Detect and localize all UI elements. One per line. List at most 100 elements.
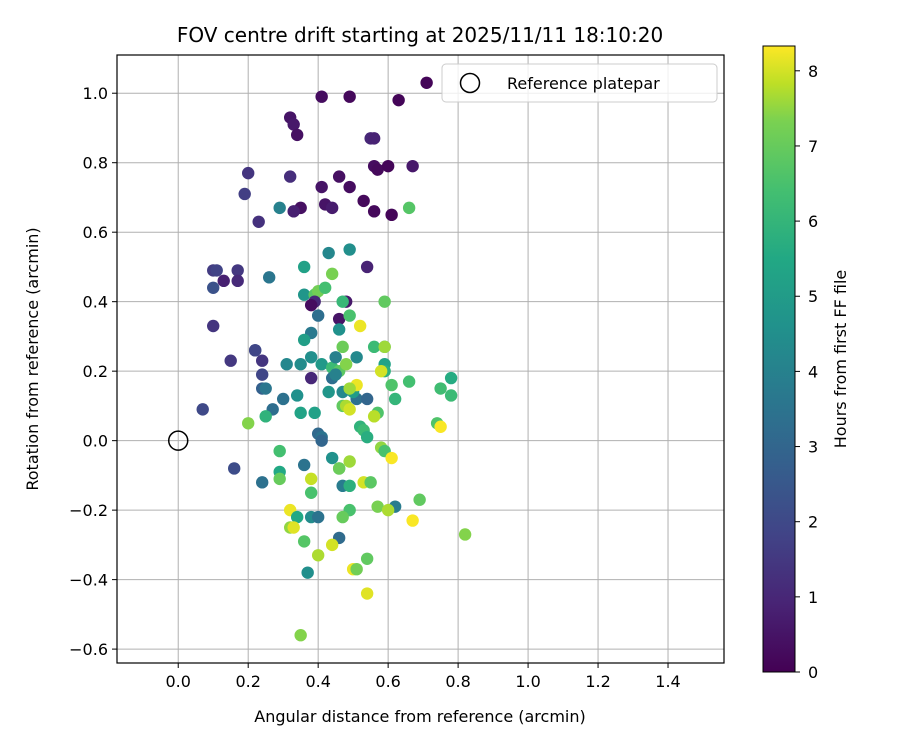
data-point [241, 417, 255, 430]
colorbar-gradient [762, 45, 796, 673]
data-point [385, 378, 398, 392]
data-point [255, 354, 269, 367]
x-axis-ticks: 0.0 0.2 0.4 0.6 0.8 1.0 1.2 1.4 [165, 663, 681, 691]
data-point [350, 562, 363, 576]
legend-marker-icon [459, 72, 481, 94]
data-point [297, 458, 311, 472]
data-point [304, 351, 318, 364]
data-point [381, 159, 395, 173]
legend-label: Reference platepar [507, 74, 660, 93]
data-point [290, 128, 304, 142]
grid-lines [117, 55, 724, 663]
y-tick-label: 0.4 [83, 293, 108, 312]
data-point [311, 309, 325, 322]
data-point [325, 538, 339, 552]
data-point [329, 351, 342, 364]
data-point [315, 358, 328, 371]
data-point [343, 479, 356, 493]
data-point [297, 535, 311, 548]
data-point [420, 76, 433, 89]
y-tick-label: 1.0 [83, 84, 108, 103]
data-point [231, 274, 244, 288]
data-point [304, 486, 318, 499]
x-tick-label: 0.0 [165, 672, 190, 691]
x-tick-label: 0.8 [445, 672, 470, 691]
data-point [304, 371, 318, 385]
data-point [343, 455, 356, 468]
data-point [367, 340, 381, 354]
data-point [406, 514, 419, 527]
data-point [231, 264, 244, 277]
data-point [287, 521, 300, 534]
data-point [402, 375, 416, 388]
reference-platepar-marker [167, 430, 189, 451]
colorbar-label: Hours from first FF file [831, 270, 850, 449]
data-point [385, 451, 398, 465]
data-point [343, 243, 356, 256]
data-point [367, 132, 381, 145]
data-point [311, 549, 325, 562]
colorbar-tick-label: 8 [808, 62, 818, 81]
data-point [297, 333, 311, 347]
x-tick-label: 1.2 [585, 672, 610, 691]
data-point [364, 476, 377, 489]
data-point [329, 368, 342, 381]
data-point [332, 462, 346, 475]
data-point [280, 358, 293, 371]
data-point [413, 493, 426, 506]
y-tick-label: 0.0 [83, 432, 108, 451]
data-point [290, 389, 304, 402]
data-point [297, 260, 311, 274]
data-point [367, 205, 381, 218]
data-point [217, 274, 230, 288]
data-point [294, 629, 307, 642]
data-point [444, 389, 458, 402]
data-point [343, 403, 356, 416]
y-axis-label: Rotation from reference (arcmin) [23, 227, 42, 490]
data-point [336, 340, 349, 354]
data-point [360, 392, 374, 406]
x-tick-label: 0.4 [305, 672, 330, 691]
data-point [207, 281, 220, 294]
data-point [273, 201, 286, 215]
data-point [332, 312, 346, 326]
colorbar-tick-label: 2 [808, 513, 818, 532]
data-point [385, 208, 398, 222]
data-point [304, 472, 318, 486]
data-point [406, 159, 419, 173]
data-point [392, 93, 405, 107]
data-point [371, 500, 384, 513]
data-point [350, 351, 363, 364]
x-axis-label: Angular distance from reference (arcmin) [254, 707, 585, 726]
data-point [378, 340, 391, 354]
data-point [360, 430, 374, 444]
y-tick-label: −0.4 [69, 571, 108, 590]
data-point [371, 163, 384, 176]
data-point [343, 382, 356, 395]
data-point [259, 410, 272, 423]
data-point [343, 90, 356, 103]
colorbar-tick-label: 4 [808, 362, 818, 381]
data-point [353, 319, 367, 333]
colorbar-tick-label: 3 [808, 438, 818, 457]
data-point [301, 566, 314, 579]
colorbar-ticks: 0 1 2 3 4 5 6 7 8 [795, 62, 818, 682]
colorbar-tick-label: 1 [808, 588, 818, 607]
colorbar-tick-label: 5 [808, 287, 818, 306]
data-point [402, 201, 416, 215]
data-point [196, 403, 209, 416]
data-point [273, 472, 286, 486]
data-point [325, 267, 339, 281]
data-point [287, 205, 300, 218]
data-point [381, 503, 395, 517]
colorbar-tick-label: 0 [808, 663, 818, 682]
data-point [241, 166, 255, 180]
data-point [343, 309, 356, 322]
data-point [248, 344, 262, 357]
x-tick-label: 0.2 [235, 672, 260, 691]
data-point [444, 371, 458, 385]
data-point [322, 385, 335, 399]
y-tick-label: 0.8 [83, 154, 108, 173]
data-point [210, 264, 223, 277]
plot-frame [116, 54, 725, 664]
